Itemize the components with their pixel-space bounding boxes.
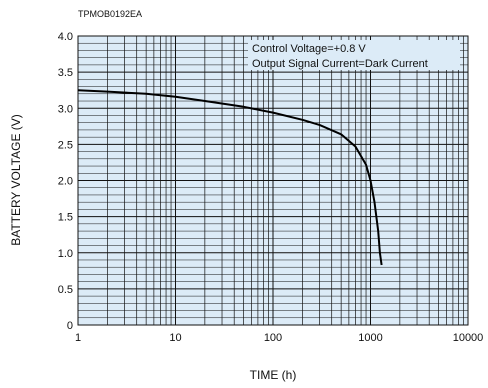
annotation-output-signal: Output Signal Current=Dark Current <box>252 58 428 70</box>
x-tick-label: 1 <box>75 332 81 344</box>
chart-code: TPMOB0192EA <box>78 9 142 19</box>
tick-labels: 1 10 100 1000 10000 0 0.5 1.0 1.5 2.0 2.5 3.0 3.5 4.0 <box>58 31 484 344</box>
x-axis-label: TIME (h) <box>250 368 297 382</box>
grid-lines <box>77 35 468 326</box>
series-layer <box>77 89 383 266</box>
y-tick-label: 1.0 <box>58 248 73 260</box>
x-tick-label: 100 <box>264 332 282 344</box>
y-tick-label: 4.0 <box>58 31 73 43</box>
x-tick-label: 1000 <box>358 332 382 344</box>
y-axis-label: BATTERY VOLTAGE (V) <box>9 114 23 246</box>
x-tick-label: 10 <box>169 332 181 344</box>
y-tick-label: 2.0 <box>58 176 73 188</box>
y-tick-label: 1.5 <box>58 212 73 224</box>
series-line <box>77 89 383 266</box>
annotation-control-voltage: Control Voltage=+0.8 V <box>252 43 366 55</box>
y-tick-label: 3.0 <box>58 103 73 115</box>
y-tick-label: 0.5 <box>58 284 73 296</box>
x-tick-label: 10000 <box>453 332 484 344</box>
y-tick-label: 2.5 <box>58 139 73 151</box>
y-tick-label: 3.5 <box>58 67 73 79</box>
y-tick-label: 0 <box>67 320 73 332</box>
annotation-box <box>248 40 460 70</box>
